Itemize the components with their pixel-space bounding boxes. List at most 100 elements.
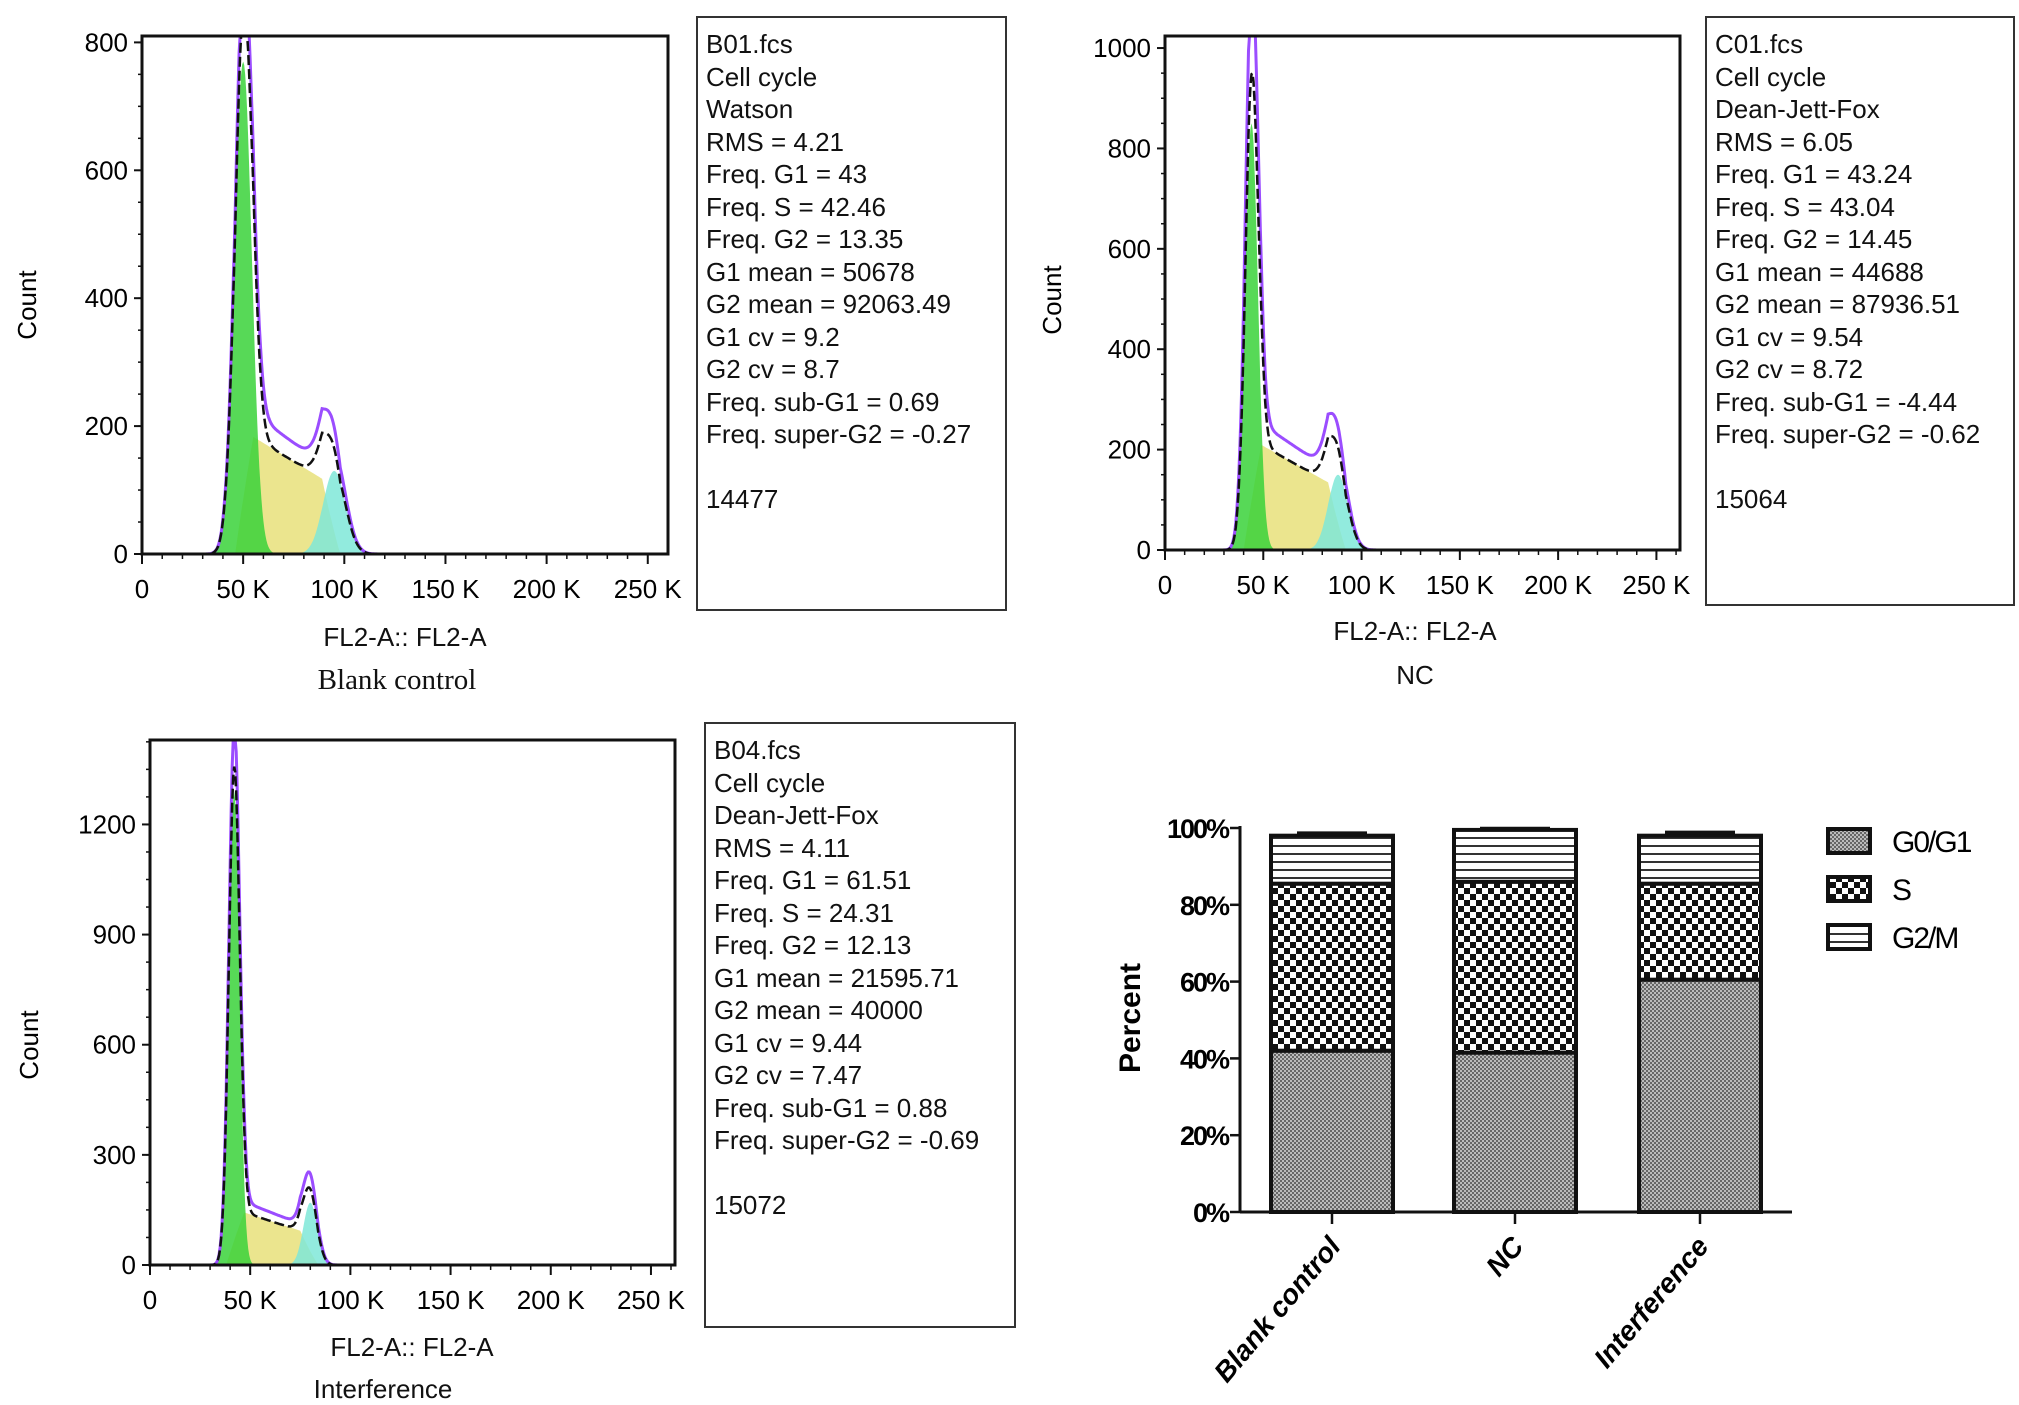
y-tick-label: 60%	[1180, 968, 1230, 998]
x-tick-label: 100 K	[1328, 570, 1397, 600]
y-tick-label: 40%	[1180, 1044, 1230, 1074]
stats-line: B01.fcs	[706, 29, 793, 59]
y-tick-label: 300	[93, 1140, 136, 1170]
stats-line: G2 mean = 92063.49	[706, 289, 952, 319]
stats-line: Freq. super-G2 = -0.27	[706, 419, 972, 449]
legend-swatch	[1826, 827, 1872, 855]
stats-line: G2 mean = 40000	[714, 995, 923, 1025]
x-tick-label: NC	[1480, 1230, 1530, 1282]
bar-segment-g2-m	[1269, 833, 1395, 886]
x-tick-label: 100 K	[310, 574, 379, 604]
s-phase-area	[1165, 444, 1680, 550]
stats-line: Freq. S = 43.04	[1715, 191, 1895, 222]
x-tick-label: 250 K	[614, 574, 683, 604]
y-tick-label: 80%	[1180, 891, 1230, 921]
stats-line: G1 mean = 21595.71	[714, 962, 960, 993]
y-tick-label: 900	[93, 920, 136, 950]
stats-line: RMS = 4.11	[714, 832, 851, 863]
x-axis-label: FL2-A:: FL2-A	[330, 1332, 494, 1362]
y-tick-label: 600	[93, 1030, 136, 1060]
spacer	[1715, 451, 2013, 483]
y-tick-label: 600	[1108, 234, 1151, 264]
x-tick-label: 250 K	[1622, 570, 1691, 600]
stats-line: RMS = 4.21	[706, 126, 845, 157]
y-tick-label: 800	[85, 27, 128, 57]
x-tick-label: 150 K	[411, 574, 480, 604]
y-tick-label: 0	[122, 1250, 136, 1280]
stats-line: Freq. sub-G1 = -4.44	[1715, 386, 1958, 417]
stats-line: Freq. super-G2 = -0.62	[1715, 419, 1981, 449]
y-tick-label: 600	[85, 155, 128, 185]
x-tick-label: 0	[143, 1285, 157, 1315]
stats-box-blank-control: B01.fcs Cell cycle Watson RMS = 4.21 Freq. G…	[696, 16, 1007, 611]
stats-line: G2 cv = 8.7	[706, 354, 840, 384]
x-tick-label: 50 K	[216, 574, 270, 604]
g1-peak-area	[142, 61, 668, 554]
y-tick-label: 400	[1108, 334, 1151, 364]
y-tick-label: 0	[1137, 535, 1151, 565]
histogram-interference: 0 300 600 900 1200 0 50 K 100 K 150 K 200 K 250 K C…	[14, 738, 686, 1315]
stats-line: Dean-Jett-Fox	[714, 800, 879, 830]
plot-frame	[140, 34, 670, 556]
stats-line: Freq. super-G2 = -0.69	[714, 1125, 980, 1155]
histogram-nc: 0 200 400 600 800 1000 0 50 K 100 K 150 K 200 K 250…	[1037, 33, 1691, 600]
event-count: 15064	[1715, 483, 1788, 514]
bar-segment-g0-g1	[1637, 977, 1763, 1214]
x-tick-label: 50 K	[223, 1285, 277, 1315]
spacer	[714, 1157, 1014, 1189]
panel-title: NC	[1396, 660, 1434, 690]
stats-line: Dean-Jett-Fox	[1715, 94, 1880, 124]
panel-title: Blank control	[317, 664, 477, 696]
legend-swatch	[1826, 923, 1872, 951]
y-tick-label: 400	[85, 283, 128, 313]
x-tick-label: 200 K	[517, 1285, 586, 1315]
bar-segment-s	[1637, 881, 1763, 982]
stats-line: C01.fcs	[1715, 29, 1804, 59]
plot-frame	[1163, 34, 1682, 552]
bar-segment-g2-m	[1452, 827, 1578, 884]
bar-segment-s	[1269, 881, 1395, 1053]
model-fit-line	[142, 34, 668, 556]
bar-segment-g2-m	[1637, 833, 1763, 886]
bar-segment-g0-g1	[1452, 1050, 1578, 1215]
event-count: 14477	[706, 483, 779, 514]
stats-line: G1 cv = 9.54	[1715, 321, 1864, 352]
y-axis-label: Count	[14, 1010, 44, 1080]
y-tick-label: 20%	[1180, 1121, 1230, 1151]
x-tick-label: 100 K	[316, 1285, 385, 1315]
bar-segment-s	[1452, 879, 1578, 1055]
data-envelope-line	[142, 34, 668, 556]
stats-line: G2 mean = 87936.51	[1715, 289, 1961, 319]
stats-line: G1 mean = 44688	[1715, 256, 1924, 287]
y-tick-label: 200	[1108, 435, 1151, 465]
stats-line: Freq. S = 42.46	[706, 191, 886, 222]
stats-line: Freq. S = 24.31	[714, 897, 894, 928]
stats-line: Freq. sub-G1 = 0.69	[706, 386, 940, 417]
stats-line: Cell cycle	[706, 61, 818, 92]
s-phase-area	[142, 436, 668, 554]
y-axis-label: Count	[12, 270, 42, 340]
x-axis-label: FL2-A:: FL2-A	[1333, 616, 1497, 646]
legend-swatch	[1826, 875, 1872, 903]
stats-box-nc: C01.fcs Cell cycle Dean-Jett-Fox RMS = 6.05…	[1705, 16, 2015, 606]
y-tick-label: 1200	[78, 809, 136, 839]
event-count: 15072	[714, 1189, 787, 1220]
bar-segment-g0-g1	[1269, 1048, 1395, 1214]
y-axis-label: Percent	[1114, 963, 1147, 1073]
panel-title: Interference	[313, 1374, 453, 1404]
y-tick-label: 800	[1108, 133, 1151, 163]
x-tick-label: 150 K	[417, 1285, 486, 1315]
y-tick-label: 0%	[1193, 1198, 1230, 1228]
x-tick-label: 150 K	[1426, 570, 1495, 600]
y-tick-label: 100%	[1167, 814, 1230, 844]
x-tick-label: 200 K	[513, 574, 582, 604]
stats-line: Freq. G2 = 14.45	[1715, 224, 1913, 254]
plot-frame	[148, 738, 677, 1267]
stats-line: Cell cycle	[1715, 61, 1827, 92]
stats-line: Freq. G1 = 61.51	[714, 865, 912, 895]
stacked-bar-chart: 0% 20% 40% 60% 80% 100% Percent Blank control NC…	[1114, 814, 1974, 1388]
x-tick-label: 0	[135, 574, 149, 604]
x-tick-label: Blank control	[1208, 1230, 1348, 1388]
stats-line: Freq. G2 = 12.13	[714, 930, 912, 960]
stats-line: B04.fcs	[714, 735, 801, 765]
